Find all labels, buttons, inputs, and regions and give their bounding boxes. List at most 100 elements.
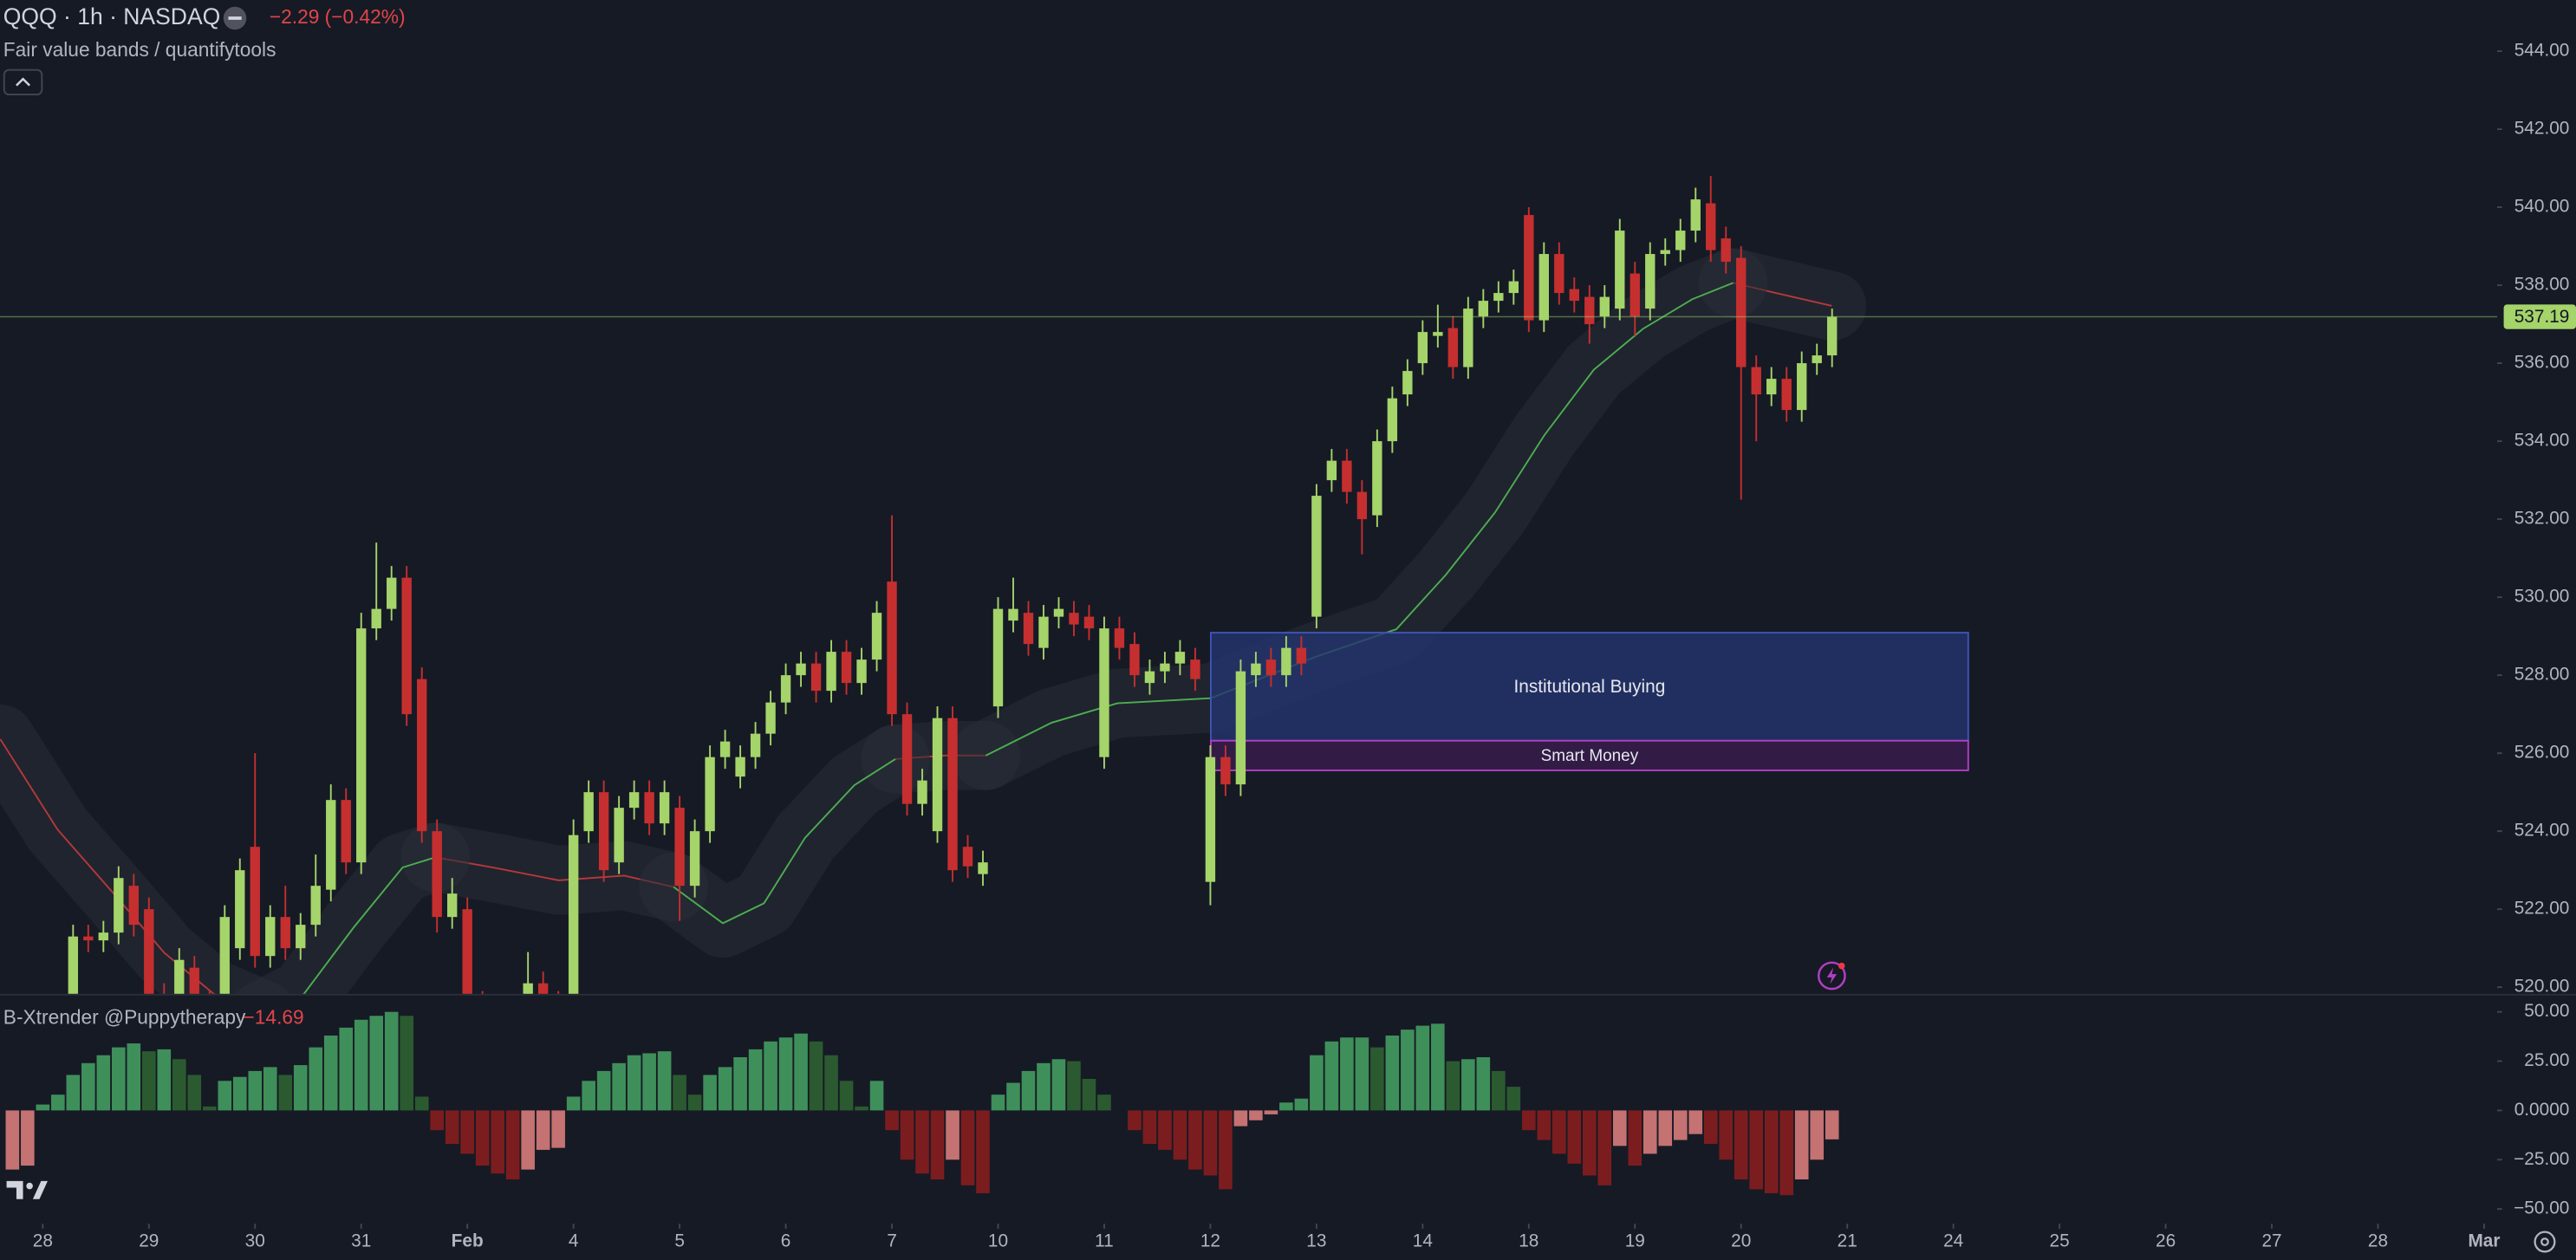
logo-part (6, 1180, 23, 1199)
y-tick-label: 524.00 (2514, 821, 2570, 841)
candle-body (947, 718, 958, 871)
fair-value-line (673, 758, 896, 925)
candle-body (1675, 231, 1686, 250)
price-pane (0, 176, 1969, 994)
histogram-bar (66, 1075, 81, 1111)
y-tick-label: 532.00 (2514, 509, 2570, 529)
histogram-bar (278, 1075, 293, 1111)
candle-body (1736, 257, 1747, 367)
histogram-bar (354, 1019, 368, 1111)
histogram-bar (1264, 1110, 1278, 1114)
histogram-bar (1597, 1110, 1612, 1185)
candle-body (1463, 309, 1473, 367)
x-tick-label: 25 (2050, 1231, 2070, 1251)
candle-body (962, 847, 973, 867)
candle-body (1584, 296, 1595, 325)
candle-body (1387, 398, 1398, 442)
x-tick-label: 28 (33, 1231, 53, 1251)
histogram-bar (1340, 1037, 1354, 1111)
zone-label: Institutional Buying (1513, 677, 1665, 697)
histogram-bar (1097, 1094, 1111, 1111)
logo (6, 1180, 48, 1199)
alert-icon[interactable] (1817, 961, 1846, 990)
histogram-bar (1431, 1023, 1445, 1111)
candle-body (326, 800, 336, 890)
histogram-bar (36, 1104, 50, 1111)
histogram-bar (157, 1049, 172, 1111)
candle-body (705, 757, 715, 832)
histogram-bar (369, 1016, 384, 1111)
histogram-bar (855, 1106, 868, 1111)
histogram-bar (1203, 1110, 1218, 1176)
histogram-bar (1173, 1110, 1187, 1160)
candle-body (1493, 293, 1504, 302)
histogram-bar (1582, 1110, 1597, 1176)
last-price-tag (2503, 304, 2576, 329)
candle-body (901, 714, 913, 804)
candle-body (583, 792, 594, 832)
alert-dot (1838, 962, 1845, 970)
histogram-bar (991, 1094, 1005, 1111)
histogram-bar (5, 1110, 20, 1170)
candle-body (1144, 671, 1155, 684)
price-change: −2.29 (−0.42%) (270, 5, 406, 28)
candle-body (250, 847, 260, 957)
candle-body (568, 835, 579, 994)
histogram-bar (748, 1049, 763, 1111)
candle-body (537, 983, 549, 994)
candle-body (1402, 371, 1413, 395)
y-tick-label: 522.00 (2514, 899, 2570, 919)
histogram-bar (764, 1041, 777, 1111)
indicator-title: Fair value bands / quantifytools (3, 38, 276, 61)
candle-body (1569, 289, 1579, 302)
histogram-bar (1688, 1110, 1703, 1134)
histogram-bar (930, 1110, 945, 1180)
candle-body (1356, 491, 1368, 520)
histogram-bar (1673, 1110, 1688, 1140)
histogram-bar (263, 1067, 277, 1111)
x-tick-label: 28 (2368, 1231, 2388, 1251)
histogram-bar (1658, 1110, 1673, 1146)
collapse-button[interactable] (3, 68, 43, 96)
candle-body (265, 917, 276, 957)
y-tick-label: 25.00 (2524, 1050, 2569, 1070)
candle-body (1781, 379, 1792, 411)
candle-body (1205, 757, 1216, 882)
histogram-bar (839, 1081, 854, 1111)
histogram-bar (1310, 1055, 1324, 1111)
histogram-bar (976, 1110, 990, 1193)
candle-body (1690, 199, 1701, 231)
status-icon-bar (228, 16, 242, 20)
x-tick-label: 26 (2156, 1231, 2176, 1251)
candle-body (1251, 663, 1261, 676)
histogram-bar (445, 1110, 459, 1145)
candle-body (1630, 273, 1640, 317)
candle-body (932, 718, 943, 832)
candle-body (1265, 659, 1277, 676)
histogram-bar (323, 1035, 338, 1111)
candle-body (1114, 628, 1125, 648)
histogram-bar (232, 1076, 247, 1111)
histogram-bar (869, 1081, 884, 1111)
histogram-bar (1567, 1110, 1582, 1164)
histogram-bar (703, 1075, 717, 1111)
candle-body (644, 792, 654, 824)
histogram-bar (1188, 1110, 1202, 1170)
histogram-bar (1779, 1110, 1794, 1196)
candle-body (1342, 460, 1352, 492)
histogram-bar (1734, 1110, 1748, 1180)
histogram-bar (1492, 1070, 1506, 1111)
candle-body (144, 909, 154, 994)
y-tick-label: 534.00 (2514, 431, 2570, 451)
candle-body (841, 652, 852, 684)
x-tick-label: 6 (781, 1231, 791, 1251)
zone-label: Smart Money (1541, 747, 1639, 765)
oscillator-value: −14.69 (244, 1005, 304, 1028)
candle-body (1615, 231, 1625, 309)
candle-body (417, 679, 427, 832)
settings-icon[interactable] (2534, 1231, 2556, 1253)
histogram-bar (627, 1055, 641, 1111)
candle-body (978, 862, 988, 874)
candle-body (1478, 301, 1489, 317)
histogram-bar (1825, 1110, 1839, 1140)
